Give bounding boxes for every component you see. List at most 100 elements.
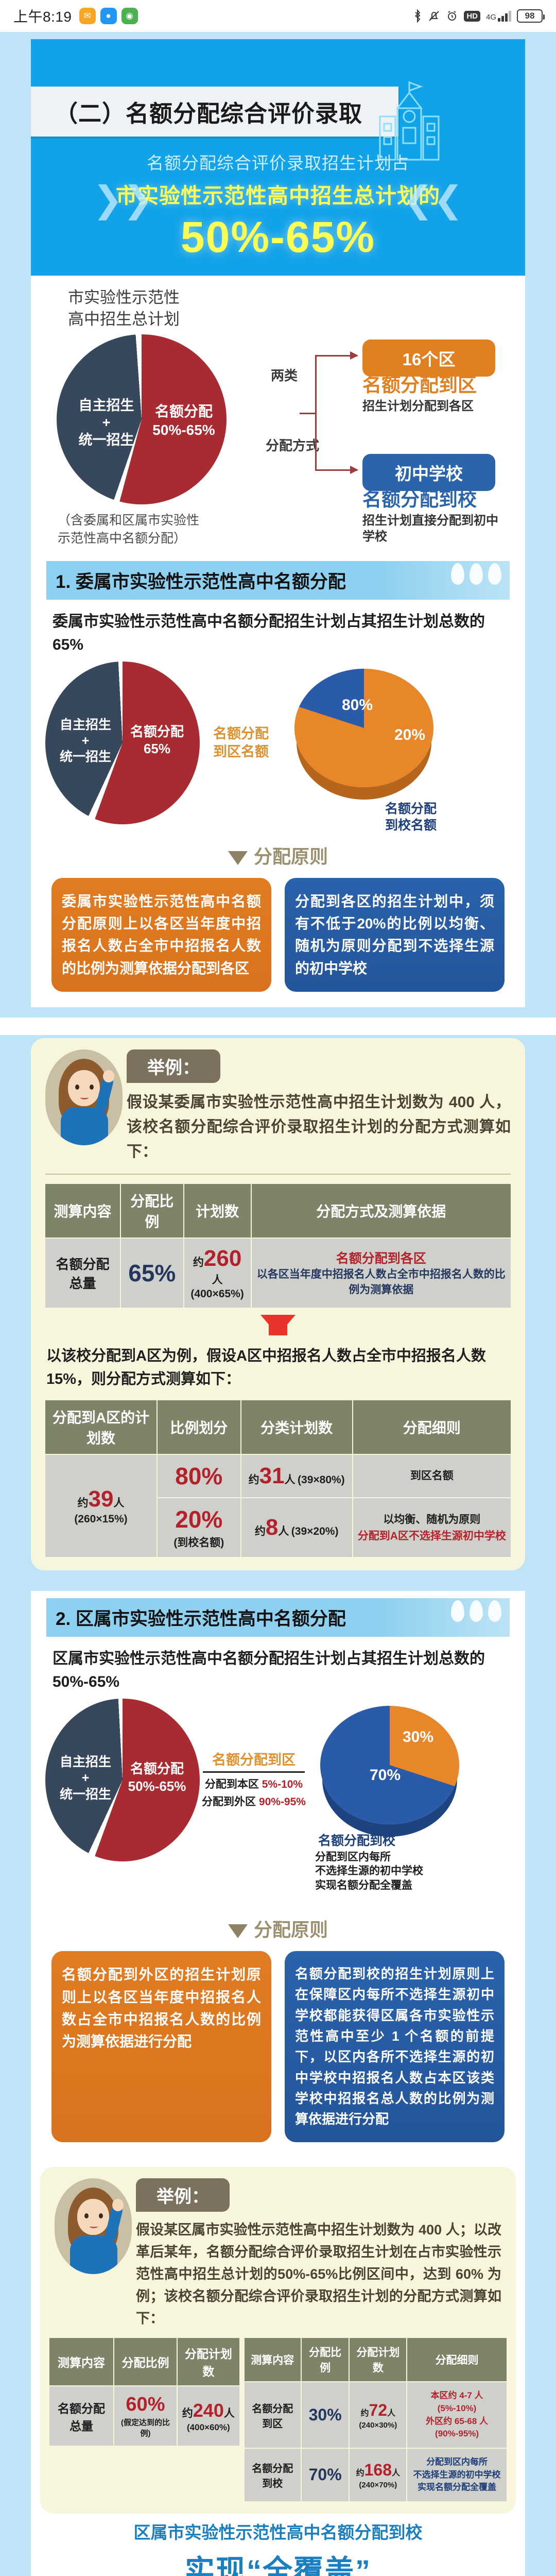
t1-row-ratio: 65% (128, 1260, 176, 1287)
section-1-principle-title: 分配原则 (31, 842, 525, 869)
t1-count-calc: (400×65%) (190, 1288, 244, 1300)
bell-muted-icon (429, 11, 440, 21)
t2-r0-suffix: 人 (284, 1474, 296, 1486)
section-1-principle-boxes: 委属市实验性示范性高中名额分配原则上以各区当年度中招报名人数占全市中招报名人数的… (31, 877, 525, 1008)
t2-left-suffix: 人 (113, 1497, 125, 1510)
s1-pie-label-left: 自主招生 + 统一招生 (59, 717, 111, 765)
wechat-icon: ◉ (121, 8, 138, 24)
network-type-label: 4G (485, 13, 496, 22)
t2-r1-detail2: 分配到A区不选择生源初中学校 (357, 1530, 506, 1543)
section-1-pie-flat: 自主招生 + 统一招生 名额分配 65% (45, 661, 200, 824)
t2-r1-detail: 以均衡、随机为原则 (383, 1513, 481, 1526)
th2-count: 分类计划数 (240, 1400, 353, 1455)
s2-mid-title: 名额分配到区 (212, 1752, 296, 1768)
e2l-ratio: 60% (假定达到的比例) (114, 2385, 178, 2446)
example-1-table-1: 测算内容 分配比例 计划数 分配方式及测算依据 名额分配总量 65% 约260 人… (45, 1184, 511, 1308)
coverage-line2: 实现“全覆盖” (184, 2554, 371, 2576)
example-2-table-left: 测算内容 分配比例 分配计划数 名额分配总量 60% (假定达到的比例) 约24… (49, 2338, 239, 2446)
e2r-th2: 分配计划数 (349, 2338, 408, 2382)
t2-r1-suffix: 人 (278, 1526, 289, 1538)
section-2-desc: 区属市实验性示范性高中名额分配招生计划占其招生计划总数的 50%-65% (53, 1650, 485, 1691)
panel-three-inner: 2. 区属市实验性示范性高中名额分配 区属市实验性示范性高中名额分配招生计划占其… (31, 1591, 525, 2576)
pie-label-allocation-pct: 50%-65% (152, 422, 215, 438)
quote-left-icon: ❯❯ (93, 179, 153, 219)
t1-detail-title: 名额分配到各区 (336, 1251, 426, 1266)
panel-one: （二）名额分配综合评价录取 ❯❯ ❮❮ 名额分配综合评价录取招生计划占 (0, 32, 556, 1018)
th-ratio: 分配比例 (120, 1184, 184, 1239)
node-district-caption: 名额分配到区 招生计划分配到各区 (362, 374, 501, 414)
table-row: 名额分配总量 65% 约260 人 (400×65%) 名额分配到各区 以各区当年… (45, 1238, 511, 1308)
s1-principle-box-orange: 委属市实验性示范性高中名额分配原则上以各区当年度中招报名人数占全市中招报名人数的… (51, 877, 271, 992)
table-row: 名额分配到区 30% 约72人 (240×30%) 本区约 4-7 人 (5%-… (244, 2381, 507, 2448)
s2-pie-label-left: 自主招生 + 统一招生 (59, 1755, 111, 1802)
e2r-r1-detail: 分配到区内每所 不选择生源的初中学校 实现名额分配全覆盖 (407, 2448, 507, 2501)
td-detail: 名额分配到各区 以各区当年度中招报名人数占全市中招报名人数的比例为测算依据 (251, 1238, 511, 1308)
panel-three: 2. 区属市实验性示范性高中名额分配 区属市实验性示范性高中名额分配招生计划占其… (0, 1584, 556, 2576)
example-1-divider (45, 1174, 511, 1175)
battery-icon: 98 (517, 9, 545, 23)
th-count: 计划数 (183, 1184, 252, 1239)
e2r-r1-name-text: 名额分配到校 (252, 2463, 293, 2489)
e2l-ratio-text: 60% (126, 2394, 165, 2416)
th2-plan: 分配到A区的计划数 (45, 1400, 158, 1455)
branch-label-2: 分配方式 (266, 437, 320, 453)
panel-one-inner: （二）名额分配综合评价录取 ❯❯ ❮❮ 名额分配综合评价录取招生计划占 (31, 39, 525, 1008)
s1-pie-label-right: 名额分配 65% (124, 723, 190, 758)
s1-mid-label-text: 名额分配 到区名额 (213, 725, 269, 759)
td2-detail-b: 以均衡、随机为原则 分配到A区不选择生源初中学校 (352, 1497, 511, 1557)
table-row: 20% (到校名额) 约8人 (39×20%) 以均衡、随机为原则 分配到A区不… (45, 1497, 511, 1557)
table-header-row: 测算内容 分配比例 计划数 分配方式及测算依据 (45, 1184, 511, 1239)
table-row: 名额分配到校 70% 约168人 (240×70%) 分配到区内每所 不选择生源… (244, 2448, 507, 2501)
t1-count-prefix: 约 (193, 1257, 204, 1269)
e2r-r1-detail-2: 不选择生源的初中学校 (413, 2469, 501, 2480)
hero-percentage: 50%-65% (180, 213, 376, 261)
overview-pie-col: 自主招生 + 统一招生 名额分配 50%-65% （含委属和区属市实验性 示范性… (46, 334, 252, 548)
t1-row-name: 名额分配总量 (56, 1257, 110, 1292)
td2-left: 约39人 (260×15%) (45, 1454, 158, 1557)
t2-left-prefix: 约 (77, 1497, 89, 1510)
e2r-r0-ratio: 30% (301, 2381, 350, 2448)
node-school-title: 名额分配到校 (362, 488, 477, 510)
section-2-heading-text: 2. 区属市实验性示范性高中名额分配 (56, 1609, 346, 1630)
section-2-principle-boxes: 名额分配到外区的招生计划原则上以各区当年度中招报名人数占全市中招报名人数的比例为… (31, 1951, 525, 2157)
s2-callout-school-title: 名额分配到校 (318, 1834, 396, 1849)
t2-r1-calc: (39×20%) (291, 1526, 339, 1538)
s2-pct-70: 70% (370, 1767, 401, 1784)
overview-branch: 两类 分配方式 16个区 名额分配到区 招生计划分配到各区 初中学校 名额分配到… (252, 334, 510, 544)
hero-banner: （二）名额分配综合评价录取 ❯❯ ❮❮ 名额分配综合评价录取招生计划占 (31, 39, 525, 276)
example-2-text: 假设某区属市实验性示范性高中招生计划数为 400 人；以改革后某年，名额分配综合… (136, 2222, 501, 2327)
overview-pie-caption: 市实验性示范性 高中招生总计划 (68, 289, 180, 328)
example-1-card: 举例： 假设某委属市实验性示范性高中招生计划数为 400 人，该校名额分配综合评… (31, 1038, 525, 1571)
signal-4g-icon: 4G (486, 10, 511, 22)
t2-r1-ratio-sub: (到校名额) (173, 1537, 224, 1549)
node-district-pill: 16个区 (362, 339, 495, 377)
example-1-right: 举例： 假设某委属市实验性示范性高中招生计划数为 400 人，该校名额分配综合评… (127, 1049, 511, 1164)
e2l-prefix: 约 (182, 2407, 193, 2419)
signal-bars (498, 10, 511, 22)
hd-icon: HD (464, 10, 480, 22)
td2-ratio-b: 20% (到校名额) (157, 1497, 241, 1557)
heading-decoration-icon (451, 563, 501, 585)
overview-pie-note: （含委属和区属市实验性 示范性高中名额分配） (58, 513, 200, 546)
s2-mid-line2-label: 分配到外区 (202, 1796, 256, 1808)
avatar (55, 2178, 132, 2274)
branch-arrow-bottom (315, 465, 358, 474)
e2l-num: 240 (193, 2399, 224, 2421)
s2-pie-label-right-pct: 50%-65% (128, 1778, 186, 1794)
e2r-r0-count: 约72人 (240×30%) (349, 2381, 408, 2448)
branch-label-1: 两类 (271, 367, 298, 383)
example-1-text: 假设某委属市实验性示范性高中招生计划数为 400 人，该校名额分配综合评价录取招… (127, 1094, 511, 1161)
hero-title-wrap: （二）名额分配综合评价录取 (31, 39, 525, 161)
pie-label-allocation-title: 名额分配 (154, 403, 213, 419)
t1-count: 260 (203, 1246, 242, 1272)
node-district-title: 名额分配到区 (362, 374, 477, 396)
hero-subtitle-1: 名额分配综合评价录取招生计划占 (147, 154, 409, 173)
e2r-r1-suffix: 人 (392, 2468, 401, 2478)
e2l-count: 约240人 (400×60%) (177, 2385, 239, 2446)
th-detail: 分配方式及测算依据 (251, 1184, 511, 1239)
page-title: （二）名额分配综合评价录取 (31, 87, 399, 145)
s1-pie3d-wrap: 80% 20% 名额分配 到校名额 (282, 666, 511, 833)
section-1-principle-title-text: 分配原则 (253, 845, 328, 867)
td-count: 约260 人 (400×65%) (183, 1238, 252, 1308)
message-icon: ✉ (79, 8, 96, 24)
